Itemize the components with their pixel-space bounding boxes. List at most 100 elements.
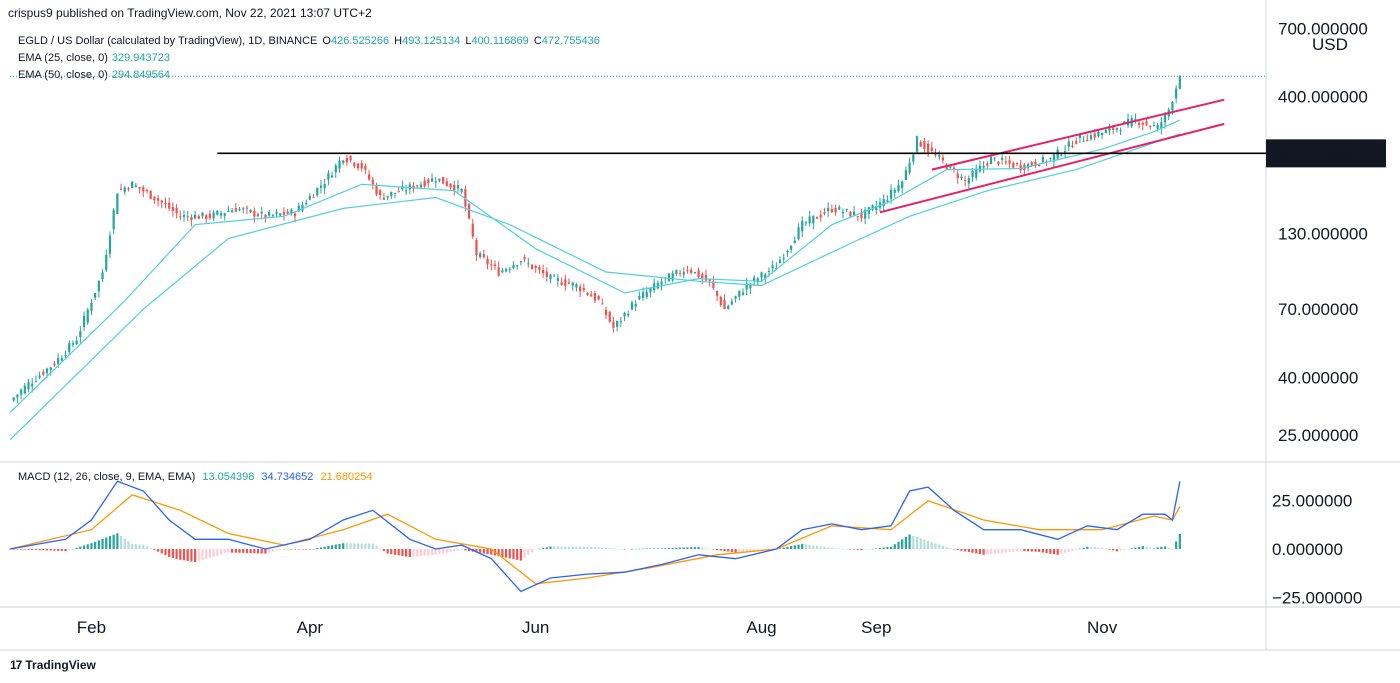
macd-histogram-bar (808, 544, 811, 549)
wedge-upper-trendline (931, 98, 1225, 171)
macd-histogram-bar (834, 548, 837, 549)
candle-body (60, 358, 63, 361)
macd-histogram-bar (60, 549, 63, 551)
resistance-price-tag (1266, 139, 1386, 168)
candle (1041, 154, 1044, 164)
candle (901, 180, 904, 194)
macd-histogram-bar (630, 548, 634, 550)
candle-body (897, 185, 900, 192)
macd-histogram-bar (545, 547, 548, 549)
macd-histogram-bar (1126, 549, 1130, 550)
candle (775, 262, 778, 270)
candle-body (256, 214, 260, 217)
macd-histogram-bar (16, 549, 19, 550)
macd-histogram-bar (697, 546, 700, 549)
macd-histogram-bar (897, 541, 900, 549)
candle (627, 310, 630, 318)
macd-histogram-bar (852, 549, 856, 550)
candle (586, 292, 589, 297)
resistance-price-label: 251.271082 (1270, 144, 1360, 163)
candle (253, 207, 256, 223)
macd-histogram-bar (1160, 546, 1163, 549)
candle-body (749, 283, 752, 289)
macd-histogram-bar (338, 543, 341, 549)
candle (245, 205, 249, 215)
candle (697, 267, 700, 279)
candle (656, 280, 659, 290)
candle (956, 168, 959, 184)
macd-histogram-bar (23, 549, 26, 550)
candle (738, 290, 741, 301)
macd-histogram-bar (186, 549, 189, 561)
candle (1115, 127, 1119, 133)
macd-histogram-bar (242, 549, 245, 553)
macd-histogram-bar (612, 548, 615, 549)
candle-body (238, 209, 241, 211)
candle-body (323, 184, 326, 189)
candle (834, 204, 837, 216)
candle (475, 237, 478, 261)
candle-body (971, 170, 974, 178)
candle-body (864, 209, 867, 219)
macd-histogram-bar (1108, 549, 1111, 550)
macd-histogram-bar (623, 549, 626, 550)
macd-histogram-bar (175, 549, 178, 559)
macd-histogram-bar (153, 549, 156, 550)
candle-body (327, 173, 330, 180)
candle (19, 388, 23, 400)
candle (312, 194, 315, 198)
candle-body (986, 163, 989, 166)
macd-histogram-bar (8, 549, 12, 550)
macd-histogram-bar (508, 549, 511, 559)
candle-body (893, 189, 896, 193)
candle-body (449, 183, 452, 188)
macd-histogram-bar (819, 546, 822, 549)
macd-axis-tick-label: 0.000000 (1272, 540, 1343, 559)
candle (556, 274, 560, 287)
macd-histogram-bar (801, 543, 804, 549)
macd-histogram-bar (479, 549, 482, 553)
macd-histogram-bar (753, 549, 756, 551)
candle-body (182, 214, 186, 217)
tradingview-logo[interactable]: 17 TradingView (10, 658, 96, 672)
macd-histogram-bar (145, 546, 149, 549)
macd-histogram-bar (82, 545, 86, 549)
candle-body (330, 175, 334, 178)
candle (612, 316, 615, 333)
macd-histogram-bar (490, 549, 493, 555)
price-axis-tick-label: 400.000000 (1278, 88, 1368, 107)
candle-body (693, 272, 696, 274)
macd-histogram-bar (1123, 549, 1126, 550)
macd-histogram-bar (486, 549, 489, 555)
time-axis-tick-label: Aug (746, 618, 776, 637)
candle-body (197, 216, 200, 219)
candle-body (386, 195, 389, 198)
candle (793, 236, 796, 244)
macd-histogram-bar (593, 547, 597, 549)
candle-body (1078, 135, 1082, 139)
candle (390, 191, 393, 200)
macd-histogram-bar (871, 548, 874, 550)
macd-histogram-bar (323, 546, 326, 549)
candle (527, 257, 530, 268)
candle (667, 272, 671, 282)
candle (715, 290, 719, 302)
candle (912, 153, 915, 165)
macd-histogram-bar (238, 549, 241, 553)
candle (671, 270, 674, 283)
candle-body (1178, 76, 1181, 89)
macd-histogram-bar (1038, 549, 1041, 552)
candle-body (901, 181, 904, 189)
macd-histogram-bar (405, 549, 408, 557)
candle-body (68, 342, 71, 352)
macd-histogram-bar (571, 546, 574, 549)
candle-body (1097, 131, 1100, 137)
macd-histogram-bar (379, 548, 382, 550)
macd-histogram-bar (1026, 549, 1030, 552)
candle (504, 267, 508, 273)
candle-body (105, 254, 108, 271)
candle-body (567, 282, 571, 284)
macd-histogram-bar (856, 549, 859, 550)
candle-body (1034, 161, 1037, 166)
